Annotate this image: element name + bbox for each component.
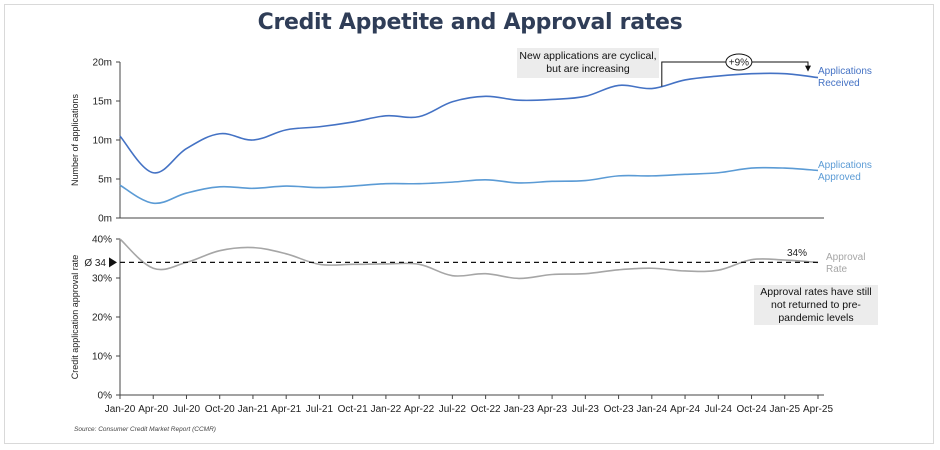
chart-title: Credit Appetite and Approval rates (257, 10, 683, 35)
x-tick-label: Oct-20 (205, 404, 235, 415)
series-line-approved (119, 166, 819, 205)
label-approval-rate: Approval Rate (826, 252, 865, 275)
x-tick-label: Jan-24 (637, 404, 668, 415)
x-tick-label: Apr-25 (803, 404, 833, 415)
chart-frame (4, 4, 934, 444)
top-y-tick-label: 5m (98, 175, 112, 186)
bottom-y-axis-label: Credit application approval rate (70, 255, 80, 380)
average-label: Ø 34 (84, 258, 106, 269)
growth-badge-label: +9% (729, 58, 749, 69)
top-y-tick-label: 0m (98, 214, 112, 225)
growth-arrow-icon (805, 65, 811, 72)
label-applications-received: Applications Received (818, 66, 872, 89)
x-tick-label: Oct-22 (471, 404, 501, 415)
bottom-y-tick-label: 0% (98, 391, 113, 402)
x-tick-label: Apr-20 (138, 404, 168, 415)
top-y-axis-label: Number of applications (70, 93, 80, 186)
x-tick-label: Apr-22 (404, 404, 434, 415)
top-y-tick-label: 10m (93, 136, 112, 147)
bottom-y-tick-label: 30% (92, 274, 112, 285)
x-tick-label: Apr-23 (537, 404, 567, 415)
note-new-applications: New applications are cyclical, but are i… (517, 48, 659, 78)
last-rate-label: 34% (787, 248, 807, 259)
x-tick-label: Oct-24 (737, 404, 767, 415)
top-y-tick-label: 15m (93, 97, 112, 108)
label-applications-approved: Applications Approved (818, 160, 872, 183)
x-tick-label: Oct-23 (604, 404, 634, 415)
note-approval-rates: Approval rates have still not returned t… (754, 285, 878, 325)
x-tick-label: Oct-21 (338, 404, 368, 415)
growth-badge (725, 53, 753, 71)
x-tick-label: Jan-21 (238, 404, 269, 415)
x-tick-label: Jan-20 (105, 404, 136, 415)
source-note: Source: Consumer Credit Market Report (C… (74, 426, 216, 433)
x-tick-label: Jan-25 (769, 404, 800, 415)
x-tick-label: Jul-24 (705, 404, 733, 415)
bottom-y-tick-label: 10% (92, 352, 112, 363)
x-tick-label: Jul-20 (173, 404, 201, 415)
bottom-y-tick-label: 20% (92, 313, 112, 324)
x-tick-label: Jul-23 (572, 404, 600, 415)
x-tick-label: Apr-21 (271, 404, 301, 415)
x-tick-label: Jul-21 (306, 404, 334, 415)
x-tick-label: Apr-24 (670, 404, 700, 415)
x-tick-label: Jan-23 (504, 404, 535, 415)
top-y-tick-label: 20m (93, 58, 112, 69)
x-tick-label: Jan-22 (371, 404, 402, 415)
series-line-approval-rate (119, 238, 819, 280)
x-tick-label: Jul-22 (439, 404, 467, 415)
average-arrow-icon (109, 257, 117, 268)
bottom-y-tick-label: 40% (92, 235, 112, 246)
series-line-received (119, 72, 819, 174)
